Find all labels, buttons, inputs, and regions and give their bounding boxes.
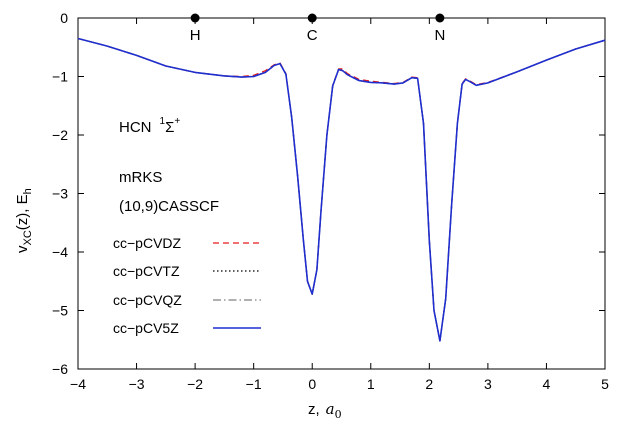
y-tick-label: −4	[52, 244, 68, 260]
atom-label: H	[190, 27, 201, 44]
axis-ticks	[77, 17, 606, 370]
legend-label: cc−pCVTZ	[113, 263, 180, 279]
y-axis-label: vXC(z), Eh	[14, 188, 34, 253]
y-tick-label: −2	[52, 127, 68, 143]
x-tick-label: 3	[484, 376, 492, 392]
x-tick-label: −4	[70, 376, 86, 392]
y-tick-label: −1	[52, 69, 68, 85]
legend-label: cc−pCVDZ	[113, 235, 182, 251]
y-tick-label: −3	[52, 186, 68, 202]
y-tick-label: −5	[52, 303, 68, 319]
annotation-method: mRKS	[119, 169, 162, 186]
x-tick-label: −3	[129, 376, 145, 392]
y-tick-label: 0	[60, 10, 68, 26]
atom-dot	[190, 13, 200, 23]
atom-dot	[307, 13, 317, 23]
y-tick-labels: 0 −1 −2 −3 −4 −5 −6	[52, 10, 68, 377]
x-tick-label: 4	[543, 376, 551, 392]
atom-label: N	[434, 27, 445, 44]
atom-label: C	[307, 27, 318, 44]
x-axis-label: z, a0	[308, 400, 342, 421]
series-lines	[77, 37, 606, 342]
x-tick-label: 5	[601, 376, 609, 392]
x-tick-label: 0	[308, 376, 316, 392]
x-tick-label: 1	[367, 376, 375, 392]
atom-dot	[435, 13, 445, 23]
series-line-4	[77, 37, 606, 342]
legend-label: cc−pCVQZ	[113, 292, 182, 308]
y-tick-label: −6	[52, 361, 68, 377]
x-tick-label: −1	[246, 376, 262, 392]
annotation-active-space: (10,9)CASSCF	[119, 198, 219, 215]
annotation-molecule: HCN 1Σ+	[119, 116, 180, 136]
x-tick-labels: −4 −3 −2 −1 0 1 2 3 4 5	[70, 376, 609, 392]
x-tick-label: −2	[187, 376, 203, 392]
x-tick-label: 2	[425, 376, 433, 392]
legend-label: cc−pCV5Z	[113, 320, 179, 336]
legend: cc−pCVDZ cc−pCVTZ cc−pCVQZ cc−pCV5Z	[113, 235, 261, 336]
